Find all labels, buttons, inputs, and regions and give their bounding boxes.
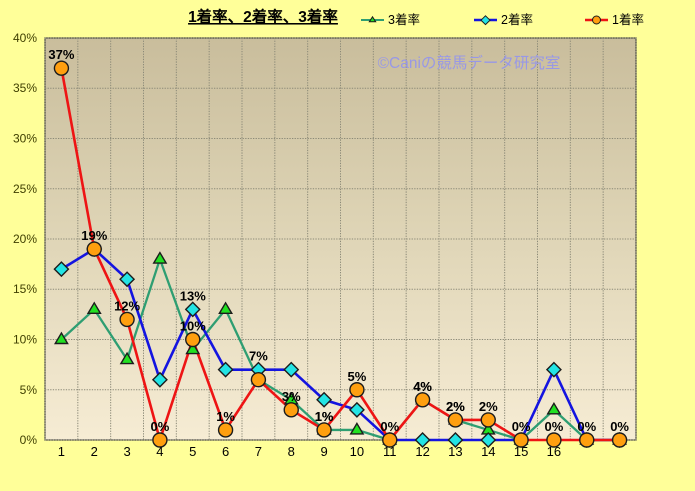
- svg-text:3: 3: [123, 444, 130, 459]
- svg-text:1着率、2着率、3着率: 1着率、2着率、3着率: [188, 7, 338, 26]
- svg-text:0%: 0%: [151, 419, 170, 434]
- svg-text:15: 15: [514, 444, 528, 459]
- svg-text:0%: 0%: [20, 433, 38, 447]
- svg-text:9: 9: [320, 444, 327, 459]
- svg-text:16: 16: [547, 444, 561, 459]
- svg-text:2: 2: [91, 444, 98, 459]
- svg-text:2着率: 2着率: [501, 12, 533, 27]
- svg-text:1%: 1%: [315, 409, 334, 424]
- svg-text:15%: 15%: [13, 282, 37, 296]
- svg-text:7%: 7%: [249, 349, 268, 364]
- svg-text:12%: 12%: [114, 298, 140, 313]
- svg-text:20%: 20%: [13, 232, 37, 246]
- svg-text:0%: 0%: [577, 419, 596, 434]
- svg-text:40%: 40%: [13, 31, 37, 45]
- svg-text:1: 1: [58, 444, 65, 459]
- svg-text:10%: 10%: [180, 319, 206, 334]
- svg-text:5%: 5%: [20, 383, 38, 397]
- svg-text:10: 10: [350, 444, 364, 459]
- svg-text:3着率: 3着率: [388, 12, 420, 27]
- svg-text:2%: 2%: [446, 399, 465, 414]
- svg-text:4%: 4%: [413, 379, 432, 394]
- svg-text:19%: 19%: [81, 228, 107, 243]
- svg-text:5%: 5%: [348, 369, 367, 384]
- svg-text:7: 7: [255, 444, 262, 459]
- svg-text:11: 11: [383, 444, 397, 459]
- svg-text:0%: 0%: [380, 419, 399, 434]
- svg-text:4: 4: [156, 444, 163, 459]
- svg-text:25%: 25%: [13, 182, 37, 196]
- svg-text:0%: 0%: [512, 419, 531, 434]
- svg-text:13%: 13%: [180, 288, 206, 303]
- svg-text:14: 14: [481, 444, 495, 459]
- svg-text:1%: 1%: [216, 409, 235, 424]
- svg-text:0%: 0%: [610, 419, 629, 434]
- svg-text:6: 6: [222, 444, 229, 459]
- svg-text:©Caniの競馬データ研究室: ©Caniの競馬データ研究室: [378, 53, 561, 72]
- svg-text:5: 5: [189, 444, 196, 459]
- svg-text:35%: 35%: [13, 81, 37, 95]
- svg-text:2%: 2%: [479, 399, 498, 414]
- svg-text:13: 13: [448, 444, 462, 459]
- svg-text:8: 8: [288, 444, 295, 459]
- svg-text:0%: 0%: [545, 419, 564, 434]
- svg-text:1着率: 1着率: [612, 12, 644, 27]
- svg-text:3%: 3%: [282, 389, 301, 404]
- svg-text:37%: 37%: [48, 47, 74, 62]
- svg-text:10%: 10%: [13, 333, 37, 347]
- svg-text:12: 12: [415, 444, 429, 459]
- svg-text:30%: 30%: [13, 132, 37, 146]
